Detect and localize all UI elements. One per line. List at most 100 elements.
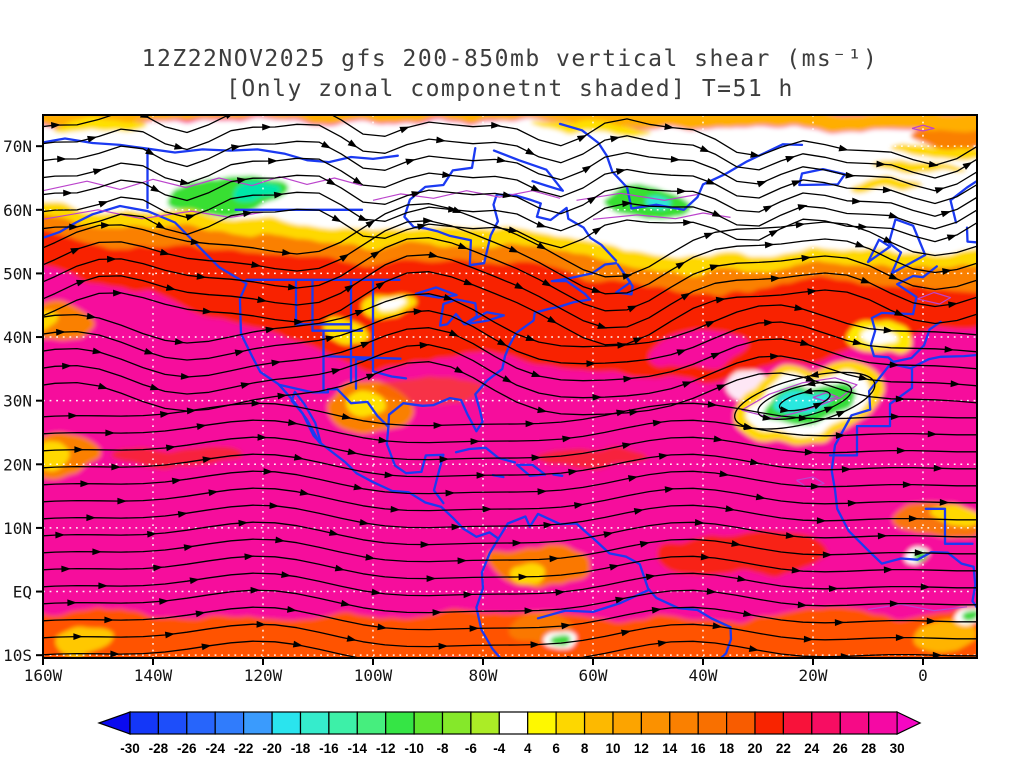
flow-arrow [947,301,958,309]
flow-arrow [658,452,669,460]
flow-arrow [277,392,288,400]
flow-arrow [828,585,839,593]
coastline [290,390,322,445]
flow-arrow [712,622,723,630]
colorbar-box [157,711,188,735]
flow-arrow [810,483,821,490]
flow-arrow [331,368,342,375]
flow-arrow [682,381,693,388]
flow-arrow [940,210,952,218]
flow-arrow [438,642,449,650]
streamline [43,220,977,295]
flow-arrow [265,326,276,334]
flow-arrow [257,296,268,303]
flow-arrow [502,375,513,383]
colorbar-label: -18 [291,741,311,756]
colorbar-box [527,711,557,735]
contour-line [576,192,698,201]
flow-arrow [591,286,602,293]
flow-arrow [384,471,395,479]
streamline [43,555,977,580]
flow-arrow [420,541,431,548]
colorbar-label: 14 [662,741,678,756]
flow-arrow [616,409,627,417]
flow-arrow [294,318,304,326]
flow-arrow [173,142,185,150]
flow-arrow [497,338,508,347]
flow-arrow [525,334,536,341]
colorbar-label: -8 [436,741,448,756]
flow-arrow [946,234,957,241]
flow-arrow [242,210,253,218]
flow-arrow [645,573,656,581]
flow-arrow [675,261,686,270]
flow-arrow [823,406,835,414]
colorbar-box [186,711,216,735]
streamline [43,402,977,427]
streamline [43,521,977,546]
flow-arrow [201,643,212,651]
flow-arrow [841,466,852,473]
flow-arrow [164,631,175,639]
flow-arrow [743,422,754,430]
flow-arrow [895,395,906,403]
flow-arrow [346,635,357,642]
colorbar: -30 -28 -26 -24 -22 -20 -18 -16 -14 -12 -10 -8 -6 -4 4… [97,711,922,756]
flow-arrow [442,171,452,178]
flow-arrow [150,184,161,193]
colorbar-label: -20 [262,741,282,756]
flow-arrow [445,489,456,497]
flow-arrow [707,401,718,408]
colorbar-label: -6 [465,741,477,756]
flow-arrow [377,623,388,631]
flow-arrow [847,499,858,507]
flow-arrow [812,402,824,410]
colorbar-box [839,711,870,735]
streamline [43,203,977,278]
flow-arrow [651,606,662,614]
flow-arrow [281,249,292,256]
flow-arrow [852,197,862,205]
coastline [438,298,479,327]
flow-arrow [860,276,871,284]
flow-arrow [876,160,887,168]
x-tick-label: 20W [799,666,828,685]
flow-arrow [541,278,552,287]
flow-arrow [55,531,65,539]
flow-arrow [365,220,376,229]
flow-arrow [470,438,481,445]
flow-arrow [933,464,944,472]
flow-arrow [587,196,597,205]
flow-arrow [574,502,584,509]
flow-arrow [524,607,535,615]
flow-arrow [705,177,717,185]
flow-arrow [561,622,572,630]
flow-arrow [463,591,474,599]
flow-arrow [344,284,355,293]
y-tick-label: 10S [3,646,32,665]
contour-line [911,124,935,132]
flow-arrow [257,433,268,441]
colorbar-box [441,711,472,735]
flow-arrow [756,180,768,188]
flow-arrow [834,619,845,626]
flow-arrow [518,573,529,581]
streamline [43,470,977,495]
coastline [889,353,977,370]
x-tick-label: 40W [689,666,718,685]
flow-arrow [111,463,121,471]
colorbar-label: 28 [861,741,877,756]
flow-arrow [883,326,894,334]
flow-arrow [432,609,443,616]
flow-arrow [603,531,614,538]
flow-arrow [716,384,727,392]
flow-arrow [703,232,714,240]
colorbar-label: 22 [776,741,791,756]
flow-arrow [256,620,267,628]
colorbar-box [243,711,273,735]
flow-arrow [153,564,163,572]
shade-band [43,115,977,132]
streamline [43,271,977,346]
flow-arrow [568,468,579,476]
colorbar-label: -24 [205,741,225,756]
